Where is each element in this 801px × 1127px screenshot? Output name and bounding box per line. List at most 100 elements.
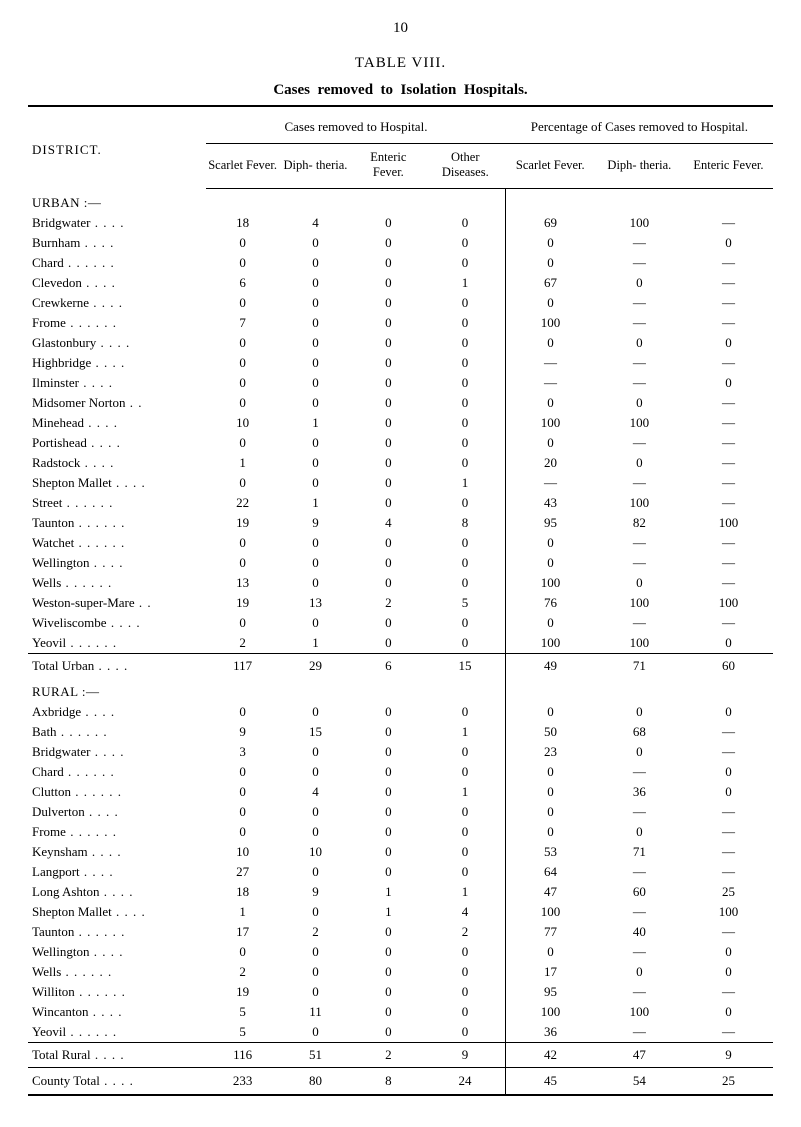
cell: — <box>595 1022 684 1043</box>
cell: 2 <box>206 962 279 982</box>
cell: 1 <box>352 882 425 902</box>
cell: — <box>684 353 773 373</box>
cell: 0 <box>206 702 279 722</box>
row-label: Minehead <box>28 413 206 433</box>
row-label: Shepton Mallet <box>28 473 206 493</box>
col-header: Diph- theria. <box>595 144 684 189</box>
cell: — <box>595 293 684 313</box>
row-label: Wells <box>28 573 206 593</box>
col-header: Enteric Fever. <box>352 144 425 189</box>
row-label: Clutton <box>28 782 206 802</box>
cell: 0 <box>206 822 279 842</box>
cell: 95 <box>506 513 595 533</box>
cell: 0 <box>595 962 684 982</box>
cell: 0 <box>425 702 506 722</box>
cell <box>506 189 595 213</box>
cell: 9 <box>206 722 279 742</box>
cell: 0 <box>425 982 506 1002</box>
cell: 10 <box>279 842 352 862</box>
cell: 45 <box>506 1067 595 1095</box>
cell: — <box>684 213 773 233</box>
section-title-row: RURAL :— <box>28 678 773 702</box>
cell: 1 <box>352 902 425 922</box>
cell: — <box>684 862 773 882</box>
cell: 0 <box>352 942 425 962</box>
cell: 9 <box>684 1042 773 1067</box>
cell: 0 <box>352 613 425 633</box>
table-row: Frome7000100—— <box>28 313 773 333</box>
cell: 8 <box>352 1067 425 1095</box>
cell: 0 <box>279 1022 352 1043</box>
cell: 0 <box>279 433 352 453</box>
cell: 0 <box>506 942 595 962</box>
cell: 0 <box>206 393 279 413</box>
row-label: County Total <box>28 1067 206 1095</box>
row-label: Wellington <box>28 553 206 573</box>
cell: 5 <box>206 1022 279 1043</box>
cell: 0 <box>352 533 425 553</box>
row-label: Wellington <box>28 942 206 962</box>
table-row: Street2210043100— <box>28 493 773 513</box>
cell: 0 <box>425 433 506 453</box>
cell: 116 <box>206 1042 279 1067</box>
section-title: URBAN :— <box>28 189 206 213</box>
cell: 100 <box>595 213 684 233</box>
cell: 0 <box>279 553 352 573</box>
cell: — <box>595 313 684 333</box>
cell: 53 <box>506 842 595 862</box>
cell: — <box>684 553 773 573</box>
cell: 0 <box>425 573 506 593</box>
row-label: Crewkerne <box>28 293 206 313</box>
cell: 1 <box>206 453 279 473</box>
cell: 0 <box>206 293 279 313</box>
cell: — <box>595 553 684 573</box>
row-label: Shepton Mallet <box>28 902 206 922</box>
cell: 6 <box>352 653 425 678</box>
cell: 0 <box>425 373 506 393</box>
row-label: Weston-super-Mare <box>28 593 206 613</box>
cell: 0 <box>684 1002 773 1022</box>
cell: 100 <box>595 413 684 433</box>
cell: 36 <box>595 782 684 802</box>
cell: — <box>595 613 684 633</box>
cell: 0 <box>595 333 684 353</box>
cell: 100 <box>595 1002 684 1022</box>
subtitle-word: Hospitals. <box>464 82 528 98</box>
cell: 15 <box>279 722 352 742</box>
cell: 0 <box>684 633 773 654</box>
table-row: Wiveliscombe00000—— <box>28 613 773 633</box>
cell: 9 <box>279 882 352 902</box>
cell: 1 <box>425 473 506 493</box>
cell: 10 <box>206 413 279 433</box>
table-row: Weston-super-Mare19132576100100 <box>28 593 773 613</box>
cell: 0 <box>279 802 352 822</box>
cell: 0 <box>352 982 425 1002</box>
cell <box>279 189 352 213</box>
cell: 0 <box>506 782 595 802</box>
table-row: Bath915015068— <box>28 722 773 742</box>
cell: 0 <box>352 393 425 413</box>
cell: — <box>684 722 773 742</box>
cell: — <box>595 253 684 273</box>
cell: 0 <box>352 633 425 654</box>
cell: 0 <box>279 373 352 393</box>
cell: 0 <box>425 742 506 762</box>
cell: 18 <box>206 213 279 233</box>
cell: 24 <box>425 1067 506 1095</box>
row-label: Chard <box>28 762 206 782</box>
cell: 0 <box>425 613 506 633</box>
cell: 0 <box>279 702 352 722</box>
cell: 0 <box>279 353 352 373</box>
cell: 0 <box>352 213 425 233</box>
cell: — <box>595 533 684 553</box>
table-row: Crewkerne00000—— <box>28 293 773 313</box>
cell: 0 <box>425 213 506 233</box>
cell: 25 <box>684 882 773 902</box>
cell: 0 <box>506 553 595 573</box>
cell: 0 <box>425 393 506 413</box>
cell: 1 <box>425 782 506 802</box>
cell: 0 <box>352 313 425 333</box>
cell: 1 <box>279 633 352 654</box>
cell: 82 <box>595 513 684 533</box>
row-label: Yeovil <box>28 633 206 654</box>
